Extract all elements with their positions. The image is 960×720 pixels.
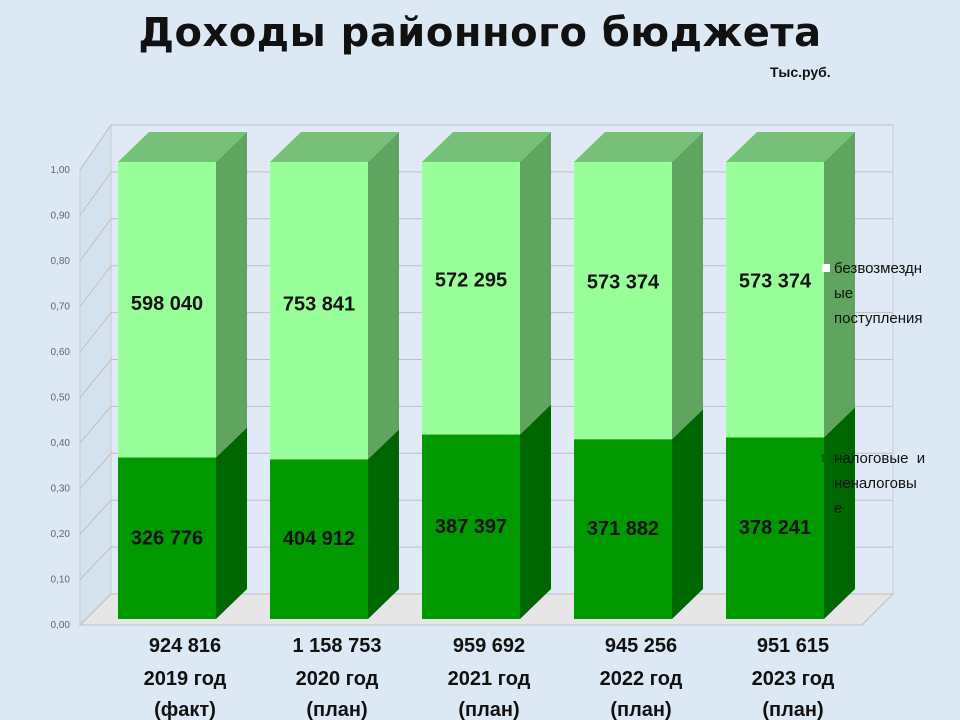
- legend-line: поступления: [834, 310, 923, 327]
- legend-item-grants: безвозмездн ые поступления: [834, 256, 958, 331]
- data-label-grants: 753 841: [283, 294, 355, 316]
- data-label-tax: 404 912: [283, 528, 355, 550]
- legend-swatch-tax: [822, 454, 830, 462]
- y-tick-label: 0,90: [51, 211, 71, 222]
- data-label-tax: 371 882: [587, 518, 659, 540]
- legend-item-tax: налоговые и неналоговы е: [834, 446, 958, 521]
- legend-swatch-grants: [822, 264, 830, 272]
- bar-tax-side: [824, 407, 855, 619]
- data-label-grants: 573 374: [587, 272, 660, 294]
- bar-grants: [422, 162, 520, 435]
- y-tick-label: 0,00: [51, 620, 71, 631]
- bar-top: [726, 132, 855, 162]
- bar-grants-side: [368, 132, 399, 460]
- category-total-label: 945 256: [605, 635, 677, 657]
- y-tick-label: 1,00: [51, 165, 71, 176]
- y-tick-label: 0,80: [51, 256, 71, 267]
- category-total-label: 1 158 753: [293, 635, 382, 657]
- bar-tax: [422, 434, 520, 619]
- bar-tax-side: [672, 409, 703, 619]
- bar-top: [422, 132, 551, 162]
- bar-grants: [270, 162, 368, 460]
- bar-grants-side: [672, 132, 703, 440]
- bar-grants: [574, 162, 672, 440]
- bar-tax: [574, 439, 672, 619]
- bar-top: [118, 132, 247, 162]
- y-tick-label: 0,50: [51, 393, 71, 404]
- bar-grants-side: [216, 132, 247, 458]
- data-label-tax: 378 241: [739, 517, 811, 539]
- bar-tax-side: [520, 404, 551, 619]
- bar-grants-side: [520, 132, 551, 435]
- bar-tax-side: [368, 429, 399, 619]
- side-wall: [79, 123, 112, 627]
- bar-top: [574, 132, 703, 162]
- category-label: 2023 год: [752, 668, 835, 690]
- category-sublabel: (план): [610, 699, 671, 720]
- category-label: 2019 год: [144, 668, 227, 690]
- category-total-label: 924 816: [149, 635, 221, 657]
- category-label: 2022 год: [600, 668, 683, 690]
- data-label-tax: 387 397: [435, 516, 507, 538]
- data-label-grants: 573 374: [739, 271, 812, 293]
- bar-grants: [726, 162, 824, 438]
- category-sublabel: (план): [762, 699, 823, 720]
- y-tick-label: 0,10: [51, 575, 71, 586]
- category-total-label: 951 615: [757, 635, 829, 657]
- chart-title: Доходы районного бюджета: [138, 10, 822, 56]
- unit-label: Тыс.руб.: [770, 64, 831, 80]
- bar-tax-side: [216, 427, 247, 619]
- legend-line: е: [834, 500, 843, 517]
- data-label-tax: 326 776: [131, 527, 203, 549]
- legend-line: безвозмездн: [834, 260, 923, 277]
- legend-line: неналоговы: [834, 475, 917, 492]
- category-sublabel: (факт): [154, 699, 216, 720]
- legend-line: ые: [834, 285, 854, 302]
- legend-line: налоговые и: [834, 450, 926, 467]
- bar-top: [270, 132, 399, 162]
- gridline: [79, 124, 893, 171]
- category-sublabel: (план): [306, 699, 367, 720]
- y-tick-label: 0,20: [51, 529, 71, 540]
- bar-tax: [118, 457, 216, 619]
- bar-grants: [118, 162, 216, 458]
- category-label: 2021 год: [448, 668, 531, 690]
- category-total-label: 959 692: [453, 635, 525, 657]
- y-tick-label: 0,70: [51, 302, 71, 313]
- bar-tax: [726, 437, 824, 619]
- bar-grants-side: [824, 132, 855, 438]
- data-label-grants: 572 295: [435, 269, 507, 291]
- y-tick-label: 0,40: [51, 438, 71, 449]
- category-sublabel: (план): [458, 699, 519, 720]
- y-tick-label: 0,60: [51, 347, 71, 358]
- category-label: 2020 год: [296, 668, 379, 690]
- y-tick-label: 0,30: [51, 484, 71, 495]
- bar-tax: [270, 459, 368, 619]
- data-label-grants: 598 040: [131, 293, 203, 315]
